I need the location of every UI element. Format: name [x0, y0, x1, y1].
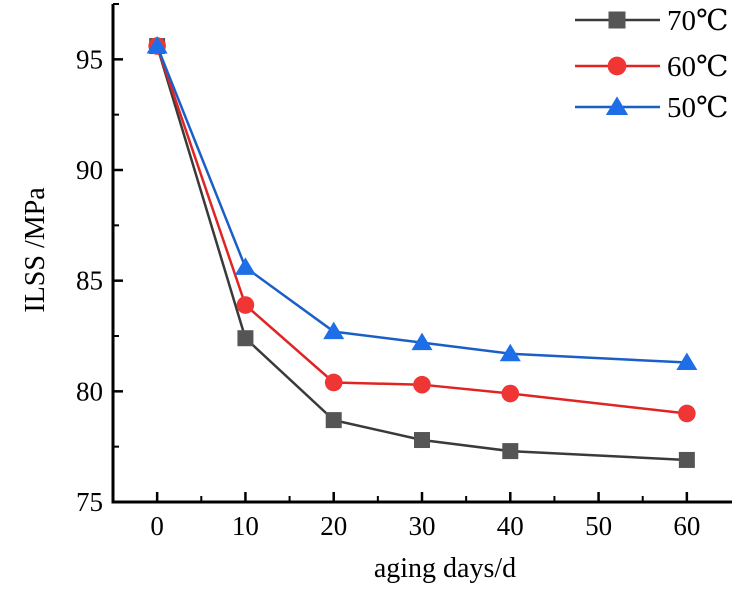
- data-point: [237, 330, 254, 347]
- legend-marker: [607, 56, 627, 76]
- series-layer: [146, 36, 698, 468]
- series-line: [155, 45, 687, 364]
- legend-label: 50℃: [667, 92, 728, 124]
- x-tick-label: 40: [497, 511, 524, 541]
- y-axis-label: ILSS /MPa: [20, 187, 51, 313]
- x-axis-label: aging days/d: [374, 553, 516, 584]
- legend-marker: [605, 96, 629, 115]
- legend-entry: 70℃: [575, 5, 728, 37]
- data-point: [323, 321, 345, 340]
- y-tick-label: 95: [76, 44, 103, 74]
- data-point: [499, 343, 521, 362]
- data-point: [411, 332, 433, 351]
- legend: 70℃ 60℃ 50℃: [575, 5, 728, 124]
- x-tick-label: 30: [409, 511, 436, 541]
- axes: 0 10 20 30 40 50 60 75 80 85 90 95: [76, 3, 732, 541]
- data-point: [146, 36, 168, 54]
- data-point: [324, 373, 343, 392]
- legend-marker: [608, 11, 626, 29]
- x-tick-label: 60: [673, 511, 700, 541]
- data-point: [236, 296, 255, 314]
- legend-label: 60℃: [667, 51, 728, 83]
- x-tick-label: 50: [585, 511, 612, 541]
- data-point: [678, 451, 695, 468]
- y-tick-label: 90: [76, 155, 103, 185]
- legend-label: 70℃: [667, 5, 728, 37]
- data-point: [678, 404, 696, 423]
- series-line: [155, 45, 687, 462]
- series-line: [155, 45, 687, 415]
- series-3: [146, 36, 698, 371]
- x-tick-label: 20: [320, 511, 347, 541]
- x-tick-label: 10: [232, 511, 259, 541]
- series-2: [148, 37, 696, 423]
- data-point: [414, 432, 430, 449]
- data-point: [502, 443, 519, 460]
- data-point: [325, 412, 342, 429]
- legend-entry: 50℃: [575, 92, 728, 124]
- series-1: [149, 38, 695, 468]
- y-tick-label: 85: [76, 266, 103, 296]
- legend-entry: 60℃: [575, 51, 728, 83]
- x-tick-label: 0: [150, 511, 164, 541]
- data-point: [234, 257, 256, 275]
- y-tick-label: 75: [76, 487, 103, 517]
- data-point: [413, 375, 431, 394]
- data-point: [501, 384, 520, 403]
- y-tick-label: 80: [76, 376, 103, 406]
- data-point: [676, 352, 698, 371]
